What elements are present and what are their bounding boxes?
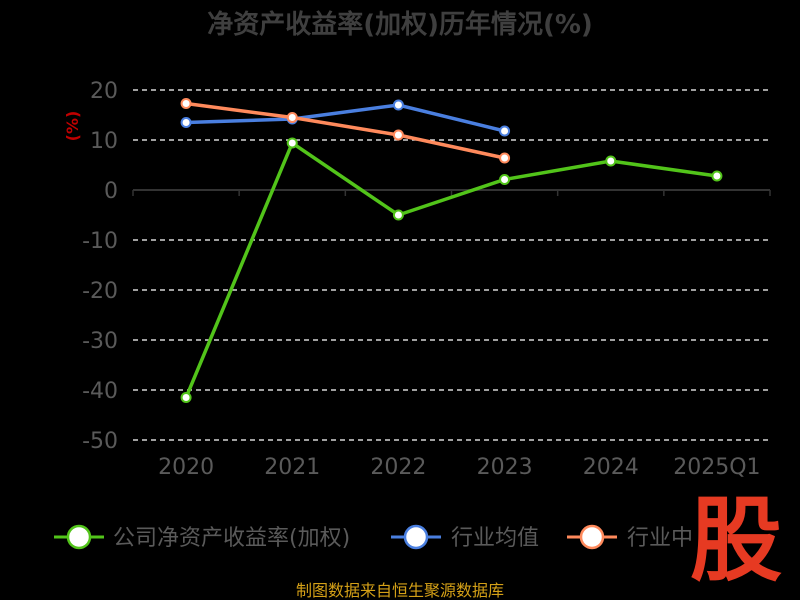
- data-point: [499, 125, 511, 137]
- x-tick-label: 2025Q1: [673, 455, 760, 480]
- legend-label: 公司净资产收益率(加权): [113, 526, 350, 551]
- data-point: [180, 117, 192, 128]
- data-point: [392, 99, 404, 111]
- data-point: [392, 129, 404, 141]
- legend-marker: [579, 524, 605, 550]
- y-tick-label: -30: [82, 329, 118, 354]
- data-point: [286, 137, 298, 149]
- data-point: [711, 170, 723, 182]
- x-tick-label: 2021: [264, 455, 320, 480]
- data-point: [499, 174, 511, 185]
- data-point: [286, 112, 298, 123]
- series-lines: [180, 98, 723, 403]
- watermark-logo: 股: [690, 487, 782, 594]
- y-axis-label: (%): [63, 111, 82, 142]
- data-point: [499, 152, 511, 164]
- y-tick-label: -10: [82, 229, 118, 254]
- legend-label: 行业中: [627, 526, 693, 551]
- x-tick-label: 2023: [477, 455, 533, 480]
- legend: 公司净资产收益率(加权) 行业均值 行业中: [54, 524, 693, 551]
- x-axis-ticks: 2020 2021 2022 2023 2024 2025Q1: [158, 455, 760, 480]
- y-tick-label: -50: [82, 429, 118, 454]
- series-line: [186, 103, 505, 133]
- legend-marker: [66, 524, 92, 550]
- legend-marker: [403, 524, 429, 550]
- x-tick-label: 2024: [583, 455, 639, 480]
- data-point: [392, 209, 404, 221]
- data-point: [605, 155, 617, 167]
- series-line: [185, 101, 505, 160]
- source-note: 制图数据来自恒生聚源数据库: [296, 581, 504, 600]
- y-tick-label: -20: [82, 279, 118, 304]
- data-point: [180, 392, 192, 403]
- x-tick-label: 2022: [370, 455, 426, 480]
- y-tick-label: 20: [90, 79, 118, 104]
- y-tick-label: 0: [104, 179, 118, 204]
- x-tick-label: 2020: [158, 455, 214, 480]
- grid-lines: [132, 89, 771, 441]
- y-tick-label: 10: [90, 129, 118, 154]
- y-axis-ticks: 20 10 0 -10 -20 -30 -40 -50: [82, 79, 118, 454]
- chart-title: 净资产收益率(加权)历年情况(%): [207, 9, 593, 40]
- y-tick-label: -40: [82, 379, 118, 404]
- data-point: [180, 98, 192, 109]
- legend-label: 行业均值: [451, 526, 539, 551]
- series-line: [184, 140, 718, 399]
